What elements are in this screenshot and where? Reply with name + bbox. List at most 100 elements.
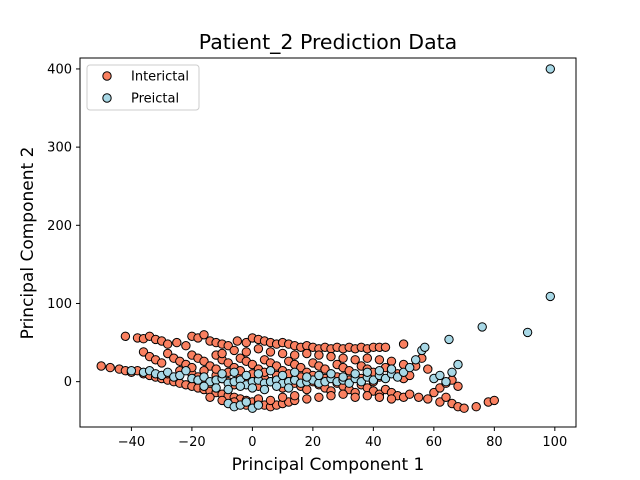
x-tick-label: 60 — [426, 435, 443, 450]
point-interictal-223 — [386, 394, 397, 404]
point-interictal-189 — [423, 364, 433, 374]
point-interictal-218 — [326, 391, 336, 401]
y-tick-label: 300 — [47, 141, 72, 156]
point-preictal-84 — [362, 367, 372, 377]
point-preictal-73 — [229, 367, 239, 377]
point-preictal-64 — [199, 381, 209, 391]
point-interictal-214 — [277, 392, 288, 402]
point-preictal-66 — [223, 384, 233, 395]
point-interictal-217 — [314, 392, 324, 402]
point-interictal-48 — [232, 336, 243, 346]
x-tick-label: 80 — [486, 435, 503, 450]
point-preictal-76 — [265, 366, 276, 376]
legend-marker-interictal — [102, 71, 112, 81]
point-interictal-78 — [157, 358, 167, 368]
point-interictal-164 — [471, 402, 481, 412]
x-tick-label: −40 — [118, 435, 145, 450]
point-interictal-43 — [199, 330, 209, 340]
point-interictal-158 — [423, 394, 433, 404]
point-preictal-78 — [290, 367, 300, 377]
point-preictal-65 — [211, 383, 221, 393]
point-preictal-43 — [398, 367, 409, 377]
chart-title: Patient_2 Prediction Data — [199, 30, 458, 55]
point-interictal-219 — [338, 389, 348, 399]
point-interictal-177 — [277, 348, 288, 359]
point-preictal-44 — [405, 362, 415, 373]
point-interictal-182 — [338, 353, 348, 363]
y-tick-label: 400 — [47, 62, 72, 77]
point-preictal-4 — [163, 367, 173, 377]
point-interictal-174 — [241, 347, 252, 357]
point-interictal-216 — [302, 394, 312, 404]
point-preictal-53 — [444, 334, 454, 345]
point-interictal-72 — [380, 342, 391, 352]
point-interictal-73 — [398, 339, 409, 349]
point-preictal-71 — [284, 383, 294, 393]
point-interictal-186 — [386, 356, 397, 366]
point-interictal-40 — [181, 341, 191, 351]
point-interictal-38 — [163, 339, 173, 349]
point-interictal-75 — [138, 347, 149, 357]
point-preictal-69 — [259, 384, 270, 395]
point-preictal-80 — [314, 370, 324, 381]
point-preictal-49 — [435, 370, 445, 381]
point-interictal-178 — [290, 350, 300, 360]
point-interictal-184 — [362, 353, 372, 363]
legend-marker-preictal — [102, 93, 112, 103]
point-preictal-7 — [181, 366, 191, 376]
point-preictal-54 — [477, 322, 487, 332]
point-interictal-183 — [350, 355, 360, 365]
point-interictal-79 — [163, 348, 173, 359]
point-preictal-56 — [545, 291, 555, 302]
point-interictal-171 — [453, 381, 463, 391]
point-interictal-208 — [205, 392, 215, 402]
point-interictal-1 — [105, 362, 115, 373]
point-preictal-79 — [302, 372, 312, 382]
point-interictal-215 — [290, 391, 300, 401]
point-interictal-160 — [441, 392, 451, 402]
legend-label-interictal: Interictal — [131, 70, 189, 85]
point-interictal-175 — [253, 344, 264, 354]
point-preictal-82 — [338, 372, 348, 382]
point-preictal-81 — [326, 369, 336, 379]
point-preictal-57 — [545, 64, 555, 74]
point-preictal-55 — [522, 327, 533, 338]
point-interictal-159 — [435, 397, 445, 407]
point-preictal-86 — [386, 364, 397, 374]
point-interictal-185 — [374, 355, 385, 365]
point-interictal-173 — [229, 345, 239, 356]
point-interictal-181 — [326, 351, 336, 362]
point-interictal-176 — [265, 347, 276, 357]
point-interictal-39 — [172, 337, 182, 348]
point-preictal-87 — [126, 366, 137, 376]
plot-frame — [79, 57, 577, 428]
point-interictal-166 — [489, 395, 499, 406]
point-interictal-156 — [405, 389, 415, 399]
point-preictal-72 — [217, 369, 227, 379]
point-interictal-213 — [265, 395, 276, 406]
x-tick-label: 20 — [305, 435, 322, 450]
point-interictal-163 — [459, 403, 469, 413]
point-interictal-157 — [414, 392, 424, 402]
axes-layer: −40 −20 0 20 40 60 80 100 0 100 200 300 400 — [47, 62, 567, 450]
point-interictal-0 — [96, 361, 106, 371]
y-tick-label: 100 — [47, 297, 72, 312]
point-preictal-63 — [253, 400, 264, 410]
point-preictal-6 — [175, 370, 185, 381]
point-interictal-32 — [120, 331, 131, 341]
point-preictal-61 — [241, 397, 252, 407]
point-preictal-47 — [420, 342, 430, 352]
y-tick-label: 0 — [64, 375, 72, 390]
point-preictal-45 — [411, 355, 421, 365]
x-axis-title: Principal Component 1 — [232, 455, 425, 475]
point-preictal-51 — [447, 367, 457, 377]
point-interictal-179 — [302, 348, 312, 359]
point-interictal-172 — [217, 348, 227, 359]
point-preictal-83 — [350, 369, 360, 379]
legend-label-preictal: Preictal — [131, 92, 179, 107]
x-tick-label: 0 — [248, 435, 256, 450]
point-interictal-221 — [362, 391, 372, 401]
points-layer — [96, 64, 555, 413]
point-interictal-220 — [350, 392, 360, 402]
